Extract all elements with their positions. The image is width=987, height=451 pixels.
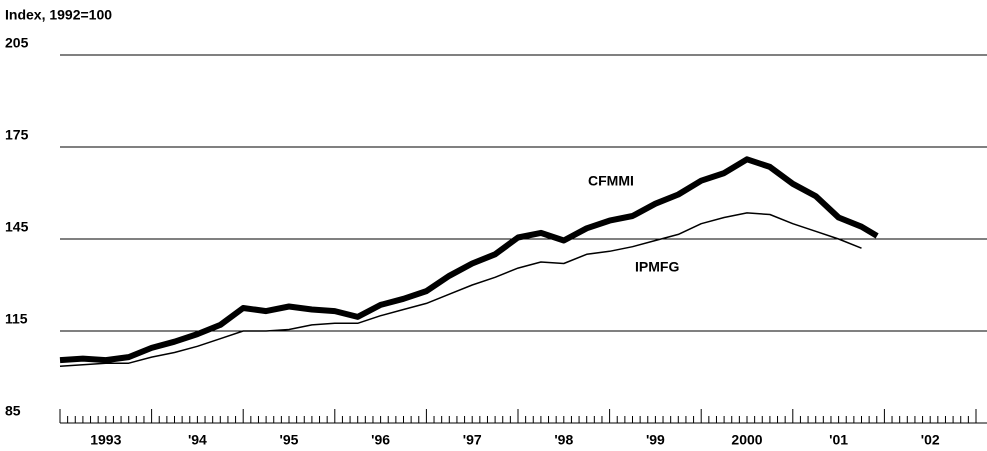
y-tick-label: 115 — [5, 311, 28, 327]
series-label: CFMMI — [588, 173, 634, 189]
y-tick-label: 145 — [5, 219, 29, 235]
x-tick-label: '95 — [280, 432, 299, 448]
x-tick-label: '01 — [829, 432, 848, 448]
y-tick-label: 175 — [5, 127, 29, 143]
x-tick-label: '94 — [188, 432, 207, 448]
x-tick-label: '97 — [463, 432, 482, 448]
x-tick-label: '96 — [371, 432, 390, 448]
x-tick-label: 2000 — [731, 432, 762, 448]
y-tick-label: 205 — [5, 35, 29, 51]
series-line — [59, 156, 879, 364]
y-axis-label: Index, 1992=100 — [5, 7, 112, 23]
series-line — [59, 212, 862, 368]
x-tick-label: '98 — [554, 432, 573, 448]
x-tick-label: '02 — [921, 432, 940, 448]
x-tick-label: 1993 — [90, 432, 121, 448]
series-label: IPMFG — [635, 259, 679, 275]
x-tick-label: '99 — [646, 432, 665, 448]
y-tick-label: 85 — [5, 403, 21, 419]
